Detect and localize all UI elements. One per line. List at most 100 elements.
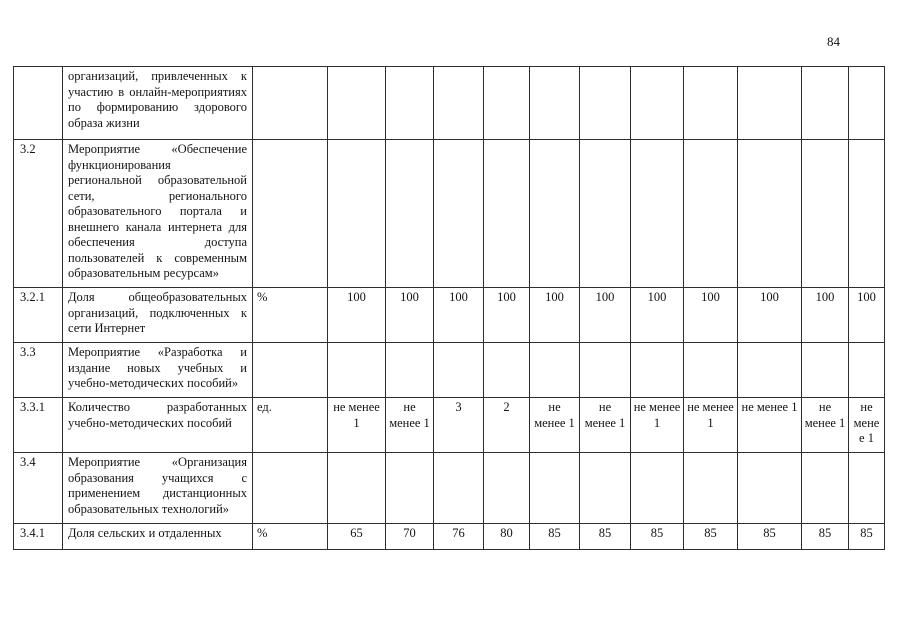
value-cell: 80 bbox=[483, 523, 530, 550]
value-cell: 100 bbox=[483, 287, 530, 343]
value-cell bbox=[737, 66, 802, 140]
value-cell: 85 bbox=[579, 523, 631, 550]
value-cell: не менее 1 bbox=[327, 397, 386, 453]
value-cell: 85 bbox=[630, 523, 684, 550]
value-cell bbox=[327, 66, 386, 140]
table-row: 3.2 Мероприятие «Обеспечение функциониров… bbox=[13, 139, 885, 288]
value-cell bbox=[327, 452, 386, 524]
value-cell: не менее 1 bbox=[848, 397, 885, 453]
value-cell bbox=[529, 139, 580, 288]
value-cell: не менее 1 bbox=[801, 397, 849, 453]
unit-cell bbox=[252, 342, 328, 398]
value-cell bbox=[801, 342, 849, 398]
indicator-text-cell: организаций, привлеченных к участию в он… bbox=[62, 66, 253, 140]
value-cell bbox=[630, 66, 684, 140]
table-row: 3.3.1 Количество разработанных учебно-мет… bbox=[13, 397, 885, 453]
table-row: 3.3 Мероприятие «Разработка и издание нов… bbox=[13, 342, 885, 398]
indicators-table: организаций, привлеченных к участию в он… bbox=[13, 66, 885, 550]
value-cell bbox=[801, 139, 849, 288]
value-cell bbox=[433, 139, 484, 288]
value-cell bbox=[385, 452, 434, 524]
table-row: организаций, привлеченных к участию в он… bbox=[13, 66, 885, 140]
page-number: 84 bbox=[827, 34, 840, 49]
value-cell bbox=[848, 66, 885, 140]
indicator-text-cell: Доля общеобразовательных организаций, по… bbox=[62, 287, 253, 343]
unit-cell bbox=[252, 66, 328, 140]
value-cell: 2 bbox=[483, 397, 530, 453]
value-cell: 100 bbox=[385, 287, 434, 343]
value-cell bbox=[529, 342, 580, 398]
value-cell: 85 bbox=[683, 523, 738, 550]
row-number-cell: 3.4.1 bbox=[13, 523, 63, 550]
row-number-cell: 3.2 bbox=[13, 139, 63, 288]
unit-cell bbox=[252, 452, 328, 524]
value-cell bbox=[579, 452, 631, 524]
value-cell: 85 bbox=[801, 523, 849, 550]
indicator-text-cell: Мероприятие «Разработка и издание новых … bbox=[62, 342, 253, 398]
value-cell: 65 bbox=[327, 523, 386, 550]
value-cell bbox=[630, 452, 684, 524]
unit-cell: % bbox=[252, 287, 328, 343]
value-cell: не менее 1 bbox=[630, 397, 684, 453]
value-cell bbox=[737, 342, 802, 398]
value-cell bbox=[483, 342, 530, 398]
value-cell bbox=[483, 139, 530, 288]
value-cell bbox=[385, 342, 434, 398]
value-cell bbox=[683, 342, 738, 398]
value-cell bbox=[483, 66, 530, 140]
value-cell bbox=[385, 139, 434, 288]
value-cell bbox=[683, 139, 738, 288]
value-cell: 70 bbox=[385, 523, 434, 550]
value-cell: не менее 1 bbox=[737, 397, 802, 453]
value-cell bbox=[683, 452, 738, 524]
value-cell bbox=[529, 452, 580, 524]
indicator-text-cell: Количество разработанных учебно-методиче… bbox=[62, 397, 253, 453]
row-number-cell: 3.3 bbox=[13, 342, 63, 398]
value-cell bbox=[327, 139, 386, 288]
value-cell: 85 bbox=[848, 523, 885, 550]
value-cell bbox=[579, 66, 631, 140]
value-cell: 100 bbox=[579, 287, 631, 343]
value-cell bbox=[848, 139, 885, 288]
value-cell: не менее 1 bbox=[385, 397, 434, 453]
value-cell bbox=[801, 452, 849, 524]
value-cell bbox=[630, 139, 684, 288]
table-row: 3.4.1 Доля сельских и отдаленных% 65 70 76 80… bbox=[13, 523, 885, 550]
unit-cell: ед. bbox=[252, 397, 328, 453]
value-cell: 76 bbox=[433, 523, 484, 550]
value-cell bbox=[433, 66, 484, 140]
row-number-cell: 3.4 bbox=[13, 452, 63, 524]
value-cell: не менее 1 bbox=[529, 397, 580, 453]
value-cell: не менее 1 bbox=[579, 397, 631, 453]
row-number-cell bbox=[13, 66, 63, 140]
value-cell bbox=[630, 342, 684, 398]
value-cell bbox=[579, 139, 631, 288]
unit-cell: % bbox=[252, 523, 328, 550]
value-cell: 100 bbox=[630, 287, 684, 343]
value-cell bbox=[327, 342, 386, 398]
value-cell: 100 bbox=[529, 287, 580, 343]
indicator-text-cell: Мероприятие «Обеспечение функционировани… bbox=[62, 139, 253, 288]
indicator-text-cell: Мероприятие «Организация образования уча… bbox=[62, 452, 253, 524]
value-cell: 85 bbox=[529, 523, 580, 550]
value-cell: 3 bbox=[433, 397, 484, 453]
value-cell bbox=[737, 139, 802, 288]
row-number-cell: 3.2.1 bbox=[13, 287, 63, 343]
value-cell bbox=[433, 452, 484, 524]
value-cell: 85 bbox=[737, 523, 802, 550]
value-cell bbox=[848, 342, 885, 398]
value-cell bbox=[848, 452, 885, 524]
value-cell bbox=[801, 66, 849, 140]
value-cell: 100 bbox=[737, 287, 802, 343]
value-cell: 100 bbox=[801, 287, 849, 343]
value-cell: 100 bbox=[327, 287, 386, 343]
row-number-cell: 3.3.1 bbox=[13, 397, 63, 453]
value-cell bbox=[483, 452, 530, 524]
value-cell bbox=[737, 452, 802, 524]
value-cell bbox=[579, 342, 631, 398]
value-cell: 100 bbox=[683, 287, 738, 343]
value-cell bbox=[433, 342, 484, 398]
value-cell: не менее 1 bbox=[683, 397, 738, 453]
value-cell: 100 bbox=[848, 287, 885, 343]
table-row: 3.4 Мероприятие «Организация образования … bbox=[13, 452, 885, 524]
